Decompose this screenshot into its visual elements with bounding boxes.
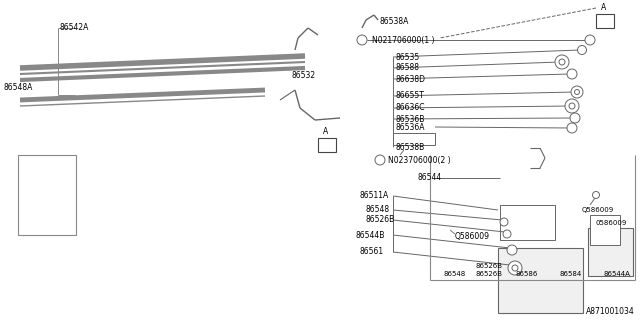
Circle shape bbox=[555, 55, 569, 69]
Circle shape bbox=[575, 90, 579, 94]
Text: 86544: 86544 bbox=[418, 173, 442, 182]
Text: 86548: 86548 bbox=[365, 205, 389, 214]
Circle shape bbox=[559, 59, 565, 65]
Bar bbox=[590, 215, 620, 245]
Text: 86535: 86535 bbox=[396, 52, 420, 61]
Circle shape bbox=[585, 35, 595, 45]
Text: 86548: 86548 bbox=[444, 271, 467, 277]
Text: 86586: 86586 bbox=[515, 271, 538, 277]
Bar bbox=[318, 138, 336, 152]
Text: 86538A: 86538A bbox=[380, 18, 410, 27]
Text: A: A bbox=[601, 3, 606, 12]
Circle shape bbox=[577, 45, 586, 54]
Circle shape bbox=[500, 218, 508, 226]
Text: 86526B: 86526B bbox=[475, 271, 502, 277]
Circle shape bbox=[570, 113, 580, 123]
Text: 86526B: 86526B bbox=[476, 263, 503, 269]
Text: N021706000(1 ): N021706000(1 ) bbox=[372, 36, 435, 44]
Circle shape bbox=[357, 35, 367, 45]
Circle shape bbox=[593, 191, 600, 198]
Bar bbox=[498, 248, 583, 313]
Text: Q586009: Q586009 bbox=[455, 231, 490, 241]
Circle shape bbox=[567, 123, 577, 133]
Text: 0586009: 0586009 bbox=[596, 220, 627, 226]
Text: 86511A: 86511A bbox=[360, 191, 389, 201]
Bar bbox=[596, 14, 614, 28]
Text: 86538B: 86538B bbox=[396, 142, 425, 151]
Bar bbox=[500, 205, 555, 240]
Circle shape bbox=[565, 99, 579, 113]
Text: A871001034: A871001034 bbox=[586, 308, 635, 316]
Text: 86548A: 86548A bbox=[4, 84, 33, 92]
Circle shape bbox=[503, 230, 511, 238]
Circle shape bbox=[567, 69, 577, 79]
Text: 86536B: 86536B bbox=[396, 115, 426, 124]
Circle shape bbox=[375, 155, 385, 165]
Bar bbox=[393, 133, 435, 145]
Bar bbox=[18, 155, 76, 235]
Circle shape bbox=[569, 103, 575, 109]
Text: 86544A: 86544A bbox=[603, 271, 630, 277]
Text: 86542A: 86542A bbox=[60, 23, 90, 33]
Circle shape bbox=[508, 261, 522, 275]
Circle shape bbox=[512, 265, 518, 271]
Circle shape bbox=[571, 86, 583, 98]
Circle shape bbox=[507, 245, 517, 255]
Text: 86584: 86584 bbox=[560, 271, 582, 277]
Text: 86532: 86532 bbox=[292, 70, 316, 79]
Text: 86636C: 86636C bbox=[396, 103, 426, 113]
Text: 86526B: 86526B bbox=[365, 215, 394, 225]
Text: 86561: 86561 bbox=[360, 247, 384, 257]
Text: 86655T: 86655T bbox=[396, 92, 425, 100]
Text: 86638D: 86638D bbox=[396, 75, 426, 84]
Text: N023706000(2 ): N023706000(2 ) bbox=[388, 156, 451, 164]
Bar bbox=[588, 228, 633, 276]
Text: A: A bbox=[323, 126, 328, 135]
Text: 86536A: 86536A bbox=[395, 123, 424, 132]
Text: 86544B: 86544B bbox=[355, 230, 385, 239]
Text: Q586009: Q586009 bbox=[582, 207, 614, 213]
Text: 86588: 86588 bbox=[396, 63, 420, 73]
